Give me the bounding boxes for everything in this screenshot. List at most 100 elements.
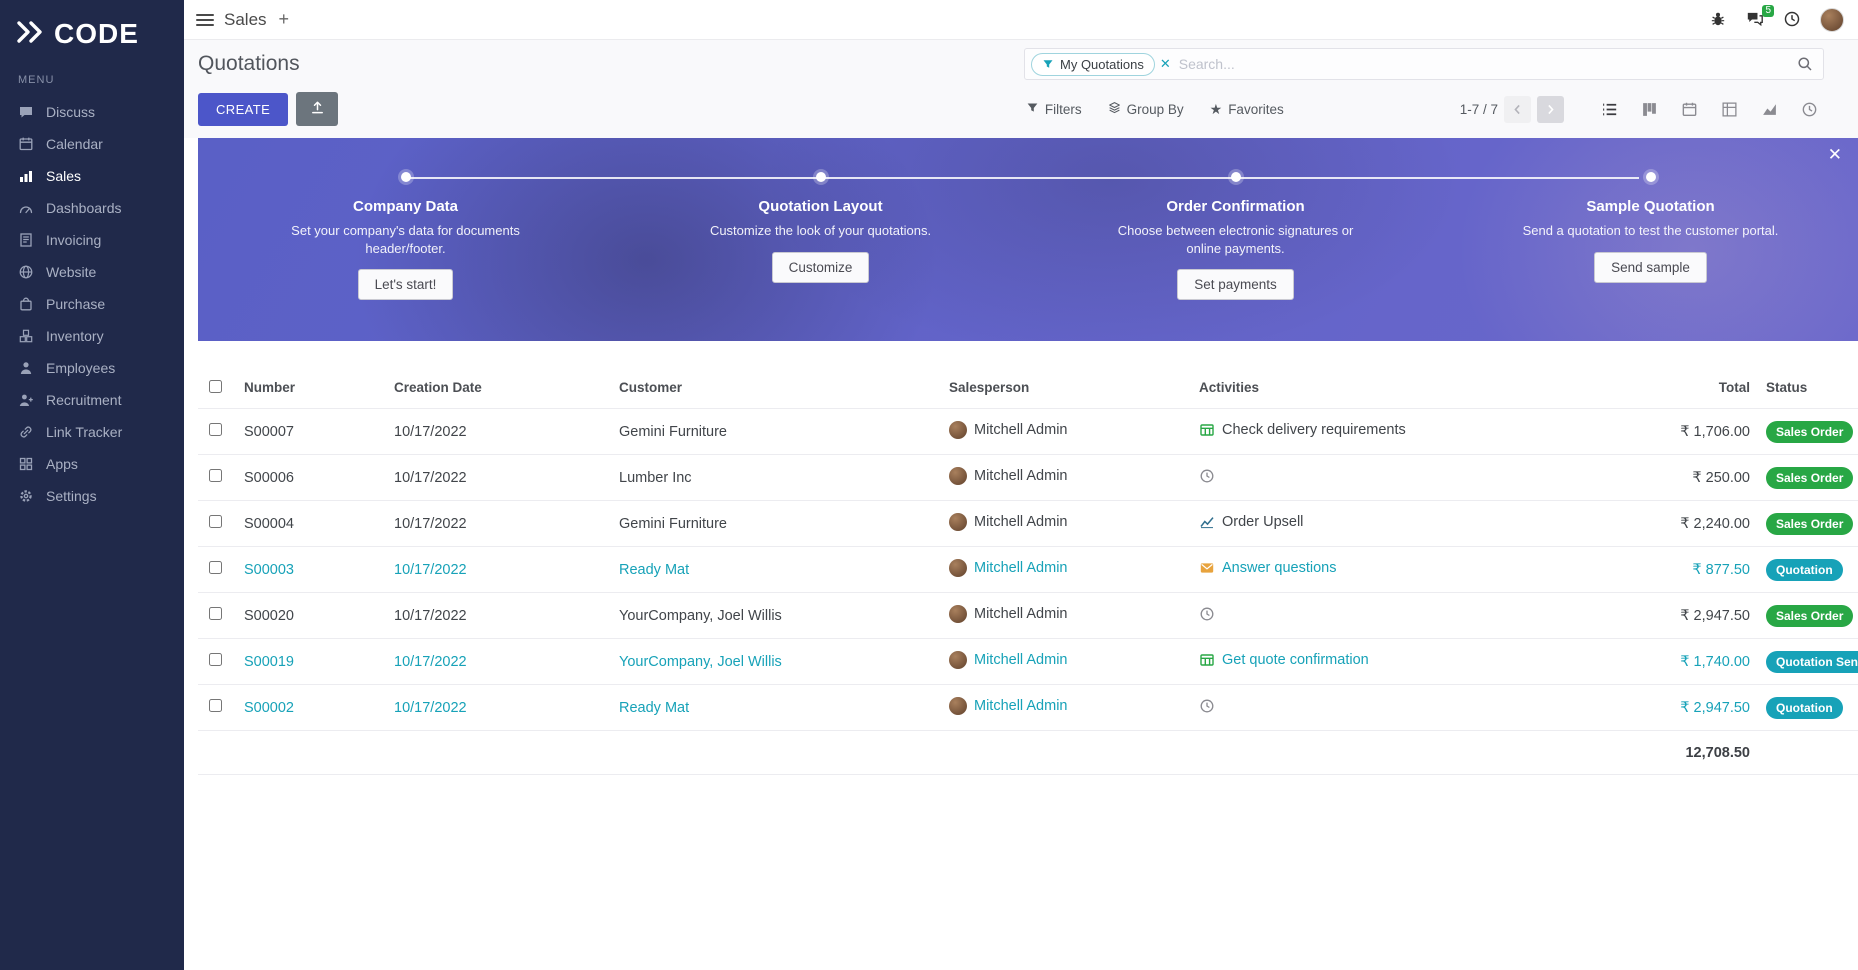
create-button[interactable]: CREATE: [198, 92, 289, 126]
row-checkbox[interactable]: [198, 653, 232, 670]
step-title: Sample Quotation: [1586, 198, 1715, 215]
sidebar-item-website[interactable]: Website: [0, 256, 184, 288]
onboarding-step-1: Company Data Set your company's data for …: [198, 138, 613, 341]
row-activity[interactable]: [1187, 468, 1630, 488]
row-activity[interactable]: Get quote confirmation: [1187, 652, 1630, 672]
step-action-button[interactable]: Customize: [771, 251, 870, 283]
sidebar-item-apps[interactable]: Apps: [0, 448, 184, 480]
row-salesperson: Mitchell Admin: [937, 466, 1187, 489]
row-status: Sales Order: [1760, 420, 1858, 443]
search-filter-chip[interactable]: My Quotations: [1031, 52, 1155, 76]
table-header: Number Creation Date Customer Salesperson Ac…: [198, 367, 1858, 409]
row-checkbox[interactable]: [198, 607, 232, 624]
table-row[interactable]: S00002 10/17/2022 Ready Mat Mitchell Admin ₹…: [198, 685, 1858, 731]
pager-next-button[interactable]: [1537, 95, 1564, 123]
step-action-button[interactable]: Set payments: [1177, 269, 1294, 301]
row-activity[interactable]: Check delivery requirements: [1187, 422, 1630, 442]
row-activity[interactable]: [1187, 698, 1630, 718]
messages-icon[interactable]: 5: [1746, 4, 1774, 30]
row-activity[interactable]: Order Upsell: [1187, 514, 1630, 534]
table-row[interactable]: S00020 10/17/2022 YourCompany, Joel Willis…: [198, 593, 1858, 639]
plus-icon[interactable]: +: [278, 9, 290, 29]
row-activity[interactable]: Answer questions: [1187, 560, 1630, 580]
kanban-view-icon[interactable]: [1634, 95, 1664, 123]
menu-section-label: MENU: [18, 74, 55, 86]
row-activity[interactable]: [1187, 606, 1630, 626]
activity-clock-icon: [1199, 698, 1215, 714]
sidebar-item-link-tracker[interactable]: Link Tracker: [0, 416, 184, 448]
row-creation-date: 10/17/2022: [394, 423, 467, 440]
column-header[interactable]: Activities: [1199, 380, 1260, 395]
step-title: Quotation Layout: [758, 198, 883, 215]
sales-icon: [18, 168, 36, 184]
row-checkbox[interactable]: [198, 423, 232, 440]
group-by-button[interactable]: Group By: [1108, 101, 1184, 117]
column-header[interactable]: Customer: [619, 380, 683, 395]
topbar-app-name[interactable]: Sales: [224, 9, 267, 29]
table-row[interactable]: S00007 10/17/2022 Gemini Furniture Mitchell…: [198, 409, 1858, 455]
column-header[interactable]: Number: [244, 380, 296, 395]
dashboards-icon: [18, 200, 36, 216]
salesperson-avatar: [949, 420, 967, 439]
salesperson-avatar: [949, 466, 967, 485]
bug-icon[interactable]: [1709, 10, 1729, 30]
activity-view-icon[interactable]: [1794, 95, 1824, 123]
brand-logo-icon: [16, 19, 46, 50]
hamburger-menu-icon[interactable]: [196, 13, 214, 26]
pager-previous-button[interactable]: [1504, 95, 1531, 123]
salesperson-avatar: [949, 512, 967, 531]
row-number: S00004: [244, 515, 294, 532]
table-row[interactable]: S00004 10/17/2022 Gemini Furniture Mitchell…: [198, 501, 1858, 547]
recruitment-icon: [18, 392, 36, 408]
onboarding-step-4: Sample Quotation Send a quotation to test…: [1443, 138, 1858, 341]
row-checkbox[interactable]: [198, 469, 232, 486]
sidebar-item-inventory[interactable]: Inventory: [0, 320, 184, 352]
sidebar-item-purchase[interactable]: Purchase: [0, 288, 184, 320]
column-header[interactable]: Creation Date: [394, 380, 482, 395]
sidebar-item-calendar[interactable]: Calendar: [0, 128, 184, 160]
sidebar-item-employees[interactable]: Employees: [0, 352, 184, 384]
column-header[interactable]: Total: [1718, 380, 1750, 395]
row-total: ₹ 2,240.00: [1680, 515, 1750, 532]
row-number: S00003: [244, 561, 294, 578]
row-creation-date: 10/17/2022: [394, 469, 467, 486]
row-checkbox[interactable]: [198, 561, 232, 578]
brand[interactable]: CODE: [0, 0, 184, 70]
export-button[interactable]: [296, 92, 339, 126]
search-icon[interactable]: [1797, 56, 1813, 72]
salesperson-avatar: [949, 604, 967, 623]
sidebar-item-discuss[interactable]: Discuss: [0, 96, 184, 128]
row-number: S00002: [244, 699, 294, 716]
column-header[interactable]: Salesperson: [949, 380, 1030, 395]
activities-clock-icon[interactable]: [1783, 4, 1811, 30]
user-avatar[interactable]: [1820, 7, 1844, 32]
search-input[interactable]: [1178, 56, 1797, 72]
row-total: ₹ 2,947.50: [1680, 699, 1750, 716]
pivot-view-icon[interactable]: [1714, 95, 1744, 123]
sidebar-item-recruitment[interactable]: Recruitment: [0, 384, 184, 416]
sidebar-item-invoicing[interactable]: Invoicing: [0, 224, 184, 256]
step-action-button[interactable]: Send sample: [1594, 251, 1707, 283]
remove-filter-icon[interactable]: ✕: [1159, 56, 1171, 71]
step-action-button[interactable]: Let's start!: [357, 269, 454, 301]
sidebar-item-sales[interactable]: Sales: [0, 160, 184, 192]
search-bar[interactable]: My Quotations ✕: [1024, 48, 1824, 80]
sidebar-item-settings[interactable]: Settings: [0, 480, 184, 512]
sidebar-item-dashboards[interactable]: Dashboards: [0, 192, 184, 224]
filters-button[interactable]: Filters: [1026, 101, 1082, 117]
favorites-button[interactable]: ★ Favorites: [1209, 100, 1284, 117]
select-all-checkbox[interactable]: [198, 379, 232, 396]
column-header[interactable]: Status: [1766, 380, 1808, 395]
table-row[interactable]: S00006 10/17/2022 Lumber Inc Mitchell Admin…: [198, 455, 1858, 501]
row-checkbox[interactable]: [198, 699, 232, 716]
purchase-icon: [18, 296, 36, 312]
sum-total: 12,708.50: [1685, 744, 1750, 761]
step-description: Set your company's data for documents he…: [291, 223, 520, 256]
calendar-view-icon[interactable]: [1674, 95, 1704, 123]
graph-view-icon[interactable]: [1754, 95, 1784, 123]
table-row[interactable]: S00003 10/17/2022 Ready Mat Mitchell Admin A…: [198, 547, 1858, 593]
close-icon[interactable]: ✕: [1827, 145, 1842, 164]
list-view-icon[interactable]: [1594, 95, 1624, 123]
table-row[interactable]: S00019 10/17/2022 YourCompany, Joel Willis…: [198, 639, 1858, 685]
row-checkbox[interactable]: [198, 515, 232, 532]
